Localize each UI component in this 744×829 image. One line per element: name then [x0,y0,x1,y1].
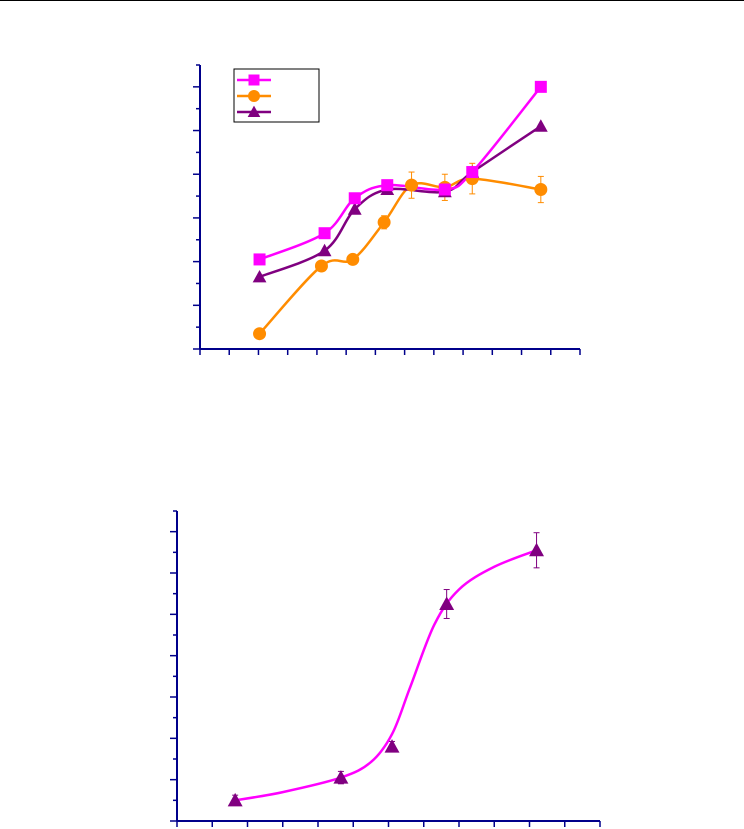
chart1-point-circle [377,215,391,229]
chart1-point-square [534,80,547,93]
top-rule [0,0,744,1]
chart1-point-square [381,179,394,192]
chart1-point-square [348,192,361,205]
chart1-point-circle [534,183,548,197]
chart1-series-line-circle [258,177,541,335]
chart1-point-square [253,253,266,266]
chart1-point-triangle [347,202,362,215]
chart1-point-circle [253,327,267,341]
chart2-point-triangle [439,596,455,610]
chart-bottom-scatter-fit [170,510,601,827]
chart1-point-circle [314,259,328,273]
chart2-fit-curve [234,549,537,802]
chart1-point-square [466,166,479,179]
chart2-point-triangle [227,792,243,807]
chart2-point-triangle [333,770,349,784]
chart-top-line-plot [193,64,581,355]
chart1-series-line-triangle [259,125,542,279]
chart1-legend-marker-triangle [247,105,261,118]
chart1-legend-marker-square [248,74,260,86]
chart1-point-triangle [317,243,332,257]
chart1-point-square [318,227,331,240]
chart1-point-triangle [252,270,267,283]
chart1-point-square [438,183,451,196]
chart2-point-triangle [529,542,545,557]
chart1-point-triangle [533,119,548,132]
chart1-legend [233,68,320,123]
chart1-legend-marker-circle [248,90,260,102]
chart1-point-circle [346,252,360,266]
chart1-point-circle [405,178,419,192]
chart2-point-triangle [384,739,400,753]
